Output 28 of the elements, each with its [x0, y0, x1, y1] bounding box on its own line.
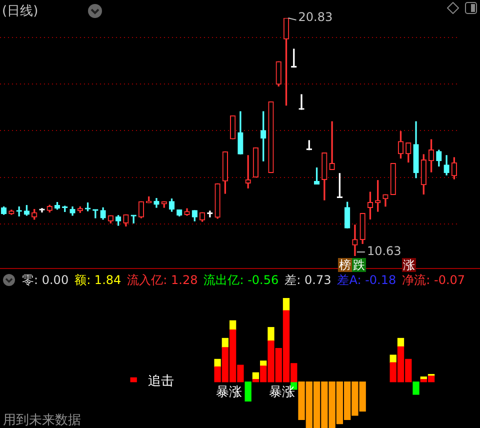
annotation: 追击: [147, 373, 175, 390]
bar: [244, 382, 252, 402]
annotation: 用到未来数据: [2, 412, 82, 428]
bar: [412, 382, 420, 395]
bar: [130, 377, 137, 382]
text: 额: 1.84: [74, 273, 122, 287]
chart-title: (日线): [2, 3, 38, 20]
annotation: 20.83: [298, 10, 333, 24]
text: 零: 0.00: [22, 273, 69, 287]
annotation: 10.63: [366, 244, 402, 258]
candlestick: [298, 94, 304, 110]
bar: [397, 338, 404, 347]
annotation: 暴涨: [215, 384, 243, 401]
text: 差A: -0.18: [337, 273, 396, 287]
bar: [390, 354, 396, 363]
bar: [282, 298, 290, 311]
text: 差: 0.73: [284, 273, 332, 287]
text: 跌: [352, 258, 366, 272]
candlestick: [329, 121, 335, 170]
text: 流出亿: -0.56: [204, 273, 279, 287]
text: 榜: [338, 258, 352, 272]
text: 流入亿: 1.28: [127, 273, 198, 287]
text: 净流: -0.07: [402, 273, 466, 287]
text: 涨: [402, 258, 416, 272]
candlestick: [352, 224, 358, 256]
annotation: 暴涨: [268, 384, 296, 401]
bar: [214, 358, 221, 368]
bar: [268, 327, 274, 342]
